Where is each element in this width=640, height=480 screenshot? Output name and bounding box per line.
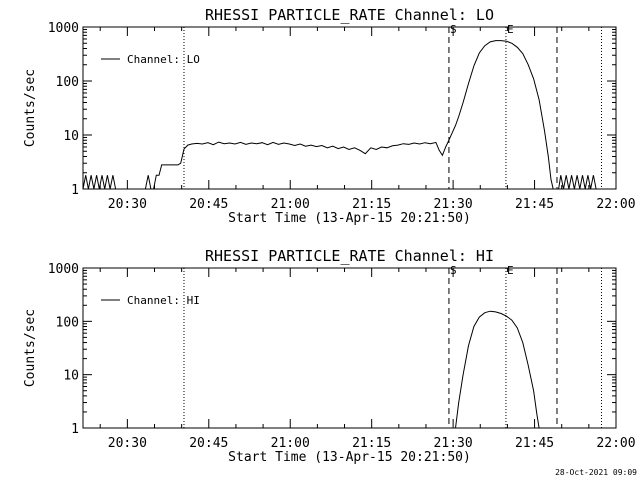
x-tick-label: 20:45 [189, 436, 228, 451]
event-marker-label: S [450, 23, 457, 36]
plot-frame [82, 26, 617, 190]
x-tick-label: 22:00 [596, 436, 635, 451]
x-tick-label: 21:45 [515, 436, 554, 451]
x-tick-label: 21:15 [352, 436, 391, 451]
legend-label: Channel: LO [127, 53, 200, 66]
y-tick-label: 10 [63, 129, 79, 144]
y-axis-label: Counts/sec [23, 309, 38, 387]
y-tick-label: 100 [56, 315, 79, 330]
event-marker-label: E [507, 264, 514, 277]
x-tick-label: 21:00 [271, 197, 310, 212]
hi-channel-panel: RHESSI PARTICLE_RATE Channel: HI Counts/s… [23, 247, 636, 465]
x-tick-label: 21:30 [434, 197, 473, 212]
x-tick-label: 20:45 [189, 197, 228, 212]
footer-timestamp: 28-Oct-2021 09:09 [555, 468, 637, 477]
event-marker-label: S [450, 264, 457, 277]
chart-title: RHESSI PARTICLE_RATE Channel: HI [205, 247, 494, 265]
x-tick-label: 21:45 [515, 197, 554, 212]
lo-channel-panel: RHESSI PARTICLE_RATE Channel: LO Counts/s… [23, 6, 636, 226]
y-tick-label: 1 [71, 422, 79, 437]
x-tick-label: 20:30 [108, 436, 147, 451]
x-tick-label: 21:15 [352, 197, 391, 212]
series-line [82, 40, 597, 190]
x-axis-label: Start Time (13-Apr-15 20:21:50) [228, 211, 471, 226]
x-tick-label: 22:00 [596, 197, 635, 212]
y-tick-label: 10 [63, 369, 79, 384]
x-tick-label: 20:30 [108, 197, 147, 212]
y-tick-label: 1 [71, 183, 79, 198]
event-marker-label: E [507, 23, 514, 36]
y-axis-label: Counts/sec [23, 69, 38, 147]
y-tick-label: 100 [56, 75, 79, 90]
plot-frame [82, 267, 617, 429]
chart-title: RHESSI PARTICLE_RATE Channel: LO [205, 6, 494, 24]
y-tick-label: 1000 [48, 21, 79, 36]
x-tick-label: 21:00 [271, 436, 310, 451]
series-line [455, 310, 540, 429]
legend-label: Channel: HI [127, 294, 200, 307]
x-axis-label: Start Time (13-Apr-15 20:21:50) [228, 450, 471, 465]
x-tick-label: 21:30 [434, 436, 473, 451]
y-tick-label: 1000 [48, 262, 79, 277]
